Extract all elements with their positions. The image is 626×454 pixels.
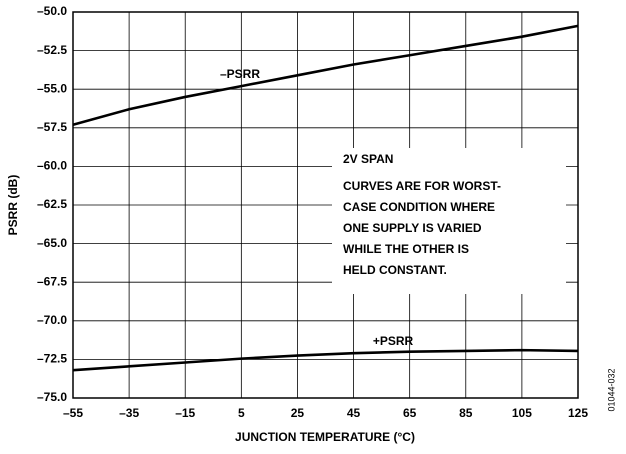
annotation: CURVES ARE FOR WORST-: [343, 179, 501, 193]
y-axis-label: PSRR (dB): [6, 175, 20, 236]
y-tick-label: –60.0: [37, 159, 67, 173]
x-tick-label: 105: [512, 406, 532, 420]
x-tick-label: –35: [119, 406, 139, 420]
series-line: [72, 24, 579, 126]
x-tick-label: 25: [291, 406, 305, 420]
y-tick-label: –57.5: [37, 120, 67, 134]
y-tick-label: –75.0: [37, 390, 67, 404]
annotation: CASE CONDITION WHERE: [343, 200, 495, 214]
y-tick-label: –72.5: [37, 352, 67, 366]
annotation: WHILE THE OTHER IS: [343, 242, 469, 256]
x-tick-label: 65: [403, 406, 417, 420]
annotation: ONE SUPPLY IS VARIED: [343, 221, 482, 235]
y-tick-label: –67.5: [37, 274, 67, 288]
x-tick-label: –15: [175, 406, 195, 420]
x-tick-label: 85: [459, 406, 473, 420]
x-axis-label: JUNCTION TEMPERATURE (°C): [235, 430, 415, 444]
annotation: HELD CONSTANT.: [343, 263, 447, 277]
y-tick-label: –70.0: [37, 313, 67, 327]
annotation: 2V SPAN: [343, 152, 393, 166]
figure-id: 01044-032: [606, 368, 616, 411]
x-tick-label: 45: [347, 406, 361, 420]
series-line: [72, 348, 579, 372]
series-label: +PSRR: [373, 334, 414, 348]
plot-frame: [72, 11, 579, 399]
x-tick-label: 125: [568, 406, 588, 420]
x-tick-label: –55: [63, 406, 83, 420]
y-tick-label: –52.5: [37, 43, 67, 57]
y-tick-label: –62.5: [37, 197, 67, 211]
y-tick-label: –50.0: [37, 4, 67, 18]
series-label: –PSRR: [220, 67, 260, 81]
y-tick-label: –65.0: [37, 236, 67, 250]
annotation-box: [332, 148, 566, 294]
y-tick-label: –55.0: [37, 81, 67, 95]
x-tick-label: 5: [238, 406, 245, 420]
